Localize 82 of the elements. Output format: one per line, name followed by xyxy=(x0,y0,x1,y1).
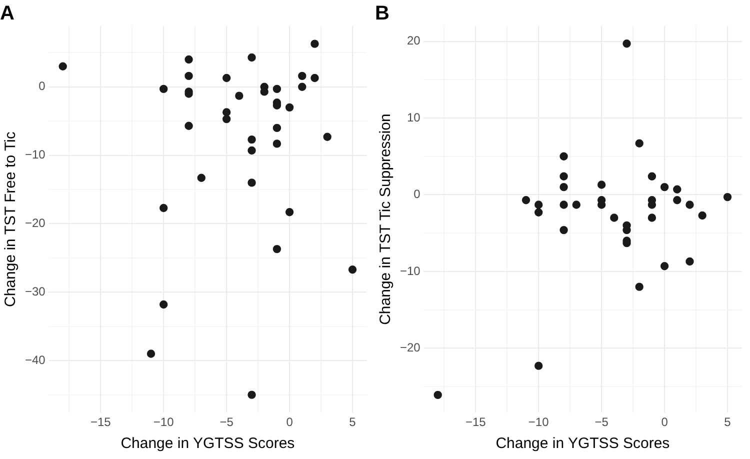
point xyxy=(248,178,256,187)
y-tick-label: 20 xyxy=(406,34,421,48)
point xyxy=(635,139,644,148)
point xyxy=(184,55,193,64)
x-axis-title: Change in YGTSS Scores xyxy=(496,435,670,452)
point xyxy=(434,390,442,400)
point xyxy=(184,122,193,130)
point xyxy=(673,185,682,194)
point xyxy=(534,200,543,209)
x-tick-label: −5 xyxy=(220,415,234,430)
point xyxy=(686,257,694,266)
chart-title: B xyxy=(375,2,390,25)
point xyxy=(222,74,231,82)
x-tick-label: 5 xyxy=(724,415,732,430)
point xyxy=(146,350,156,358)
point xyxy=(560,182,568,192)
x-tick-label: −15 xyxy=(465,415,486,430)
point xyxy=(159,84,168,94)
point xyxy=(660,262,669,270)
point xyxy=(648,172,656,180)
point xyxy=(610,214,618,222)
point xyxy=(534,362,543,370)
point xyxy=(673,196,682,204)
point xyxy=(298,82,306,91)
point xyxy=(622,40,631,48)
x-tick-label: 0 xyxy=(286,415,294,430)
point xyxy=(159,204,168,212)
y-tick-label: −30 xyxy=(24,284,46,298)
point xyxy=(248,146,256,155)
point xyxy=(248,135,256,144)
point xyxy=(597,180,606,189)
x-tick-label: −5 xyxy=(594,415,609,430)
point xyxy=(686,200,694,209)
point xyxy=(635,282,644,291)
point xyxy=(285,208,294,216)
point xyxy=(197,174,206,182)
point xyxy=(248,53,256,62)
point xyxy=(58,62,67,70)
x-tick-label: −10 xyxy=(528,415,550,430)
point xyxy=(159,300,168,309)
y-tick-label: −10 xyxy=(400,264,421,278)
point xyxy=(698,211,706,220)
x-tick-label: −15 xyxy=(90,415,112,430)
point xyxy=(272,140,282,148)
x-tick-label: 0 xyxy=(661,415,668,430)
point xyxy=(222,114,231,124)
point xyxy=(248,390,256,399)
y-axis-title: Change in TST Free to Tic xyxy=(2,131,20,307)
point xyxy=(560,152,568,160)
x-axis-title: Change in YGTSS Scores xyxy=(120,435,295,452)
y-tick-label: −10 xyxy=(24,148,46,162)
y-tick-label: 0 xyxy=(38,79,46,94)
y-tick-label: 10 xyxy=(406,110,421,124)
point xyxy=(348,265,357,274)
point xyxy=(272,244,282,254)
point xyxy=(272,84,282,94)
point xyxy=(310,74,319,82)
point xyxy=(648,214,656,222)
x-tick-label: −10 xyxy=(153,415,174,430)
y-tick-label: −40 xyxy=(24,352,46,367)
y-tick-label: −20 xyxy=(24,216,46,230)
point xyxy=(184,72,193,80)
point xyxy=(298,72,306,80)
point xyxy=(522,196,530,204)
y-axis-title: Change in TST Tic Suppression xyxy=(377,114,394,325)
point xyxy=(723,192,732,202)
point xyxy=(310,40,319,48)
point xyxy=(660,182,669,192)
point xyxy=(560,172,568,180)
x-tick-label: 5 xyxy=(349,415,356,430)
chart-title: A xyxy=(0,2,14,25)
point xyxy=(235,92,244,100)
point xyxy=(323,132,332,141)
point xyxy=(222,108,231,116)
y-tick-label: 0 xyxy=(414,187,421,202)
point xyxy=(534,208,543,216)
point xyxy=(560,226,568,234)
point xyxy=(560,200,568,209)
point xyxy=(572,200,580,209)
y-tick-label: −20 xyxy=(400,340,421,354)
point xyxy=(272,124,282,132)
point xyxy=(285,103,294,112)
